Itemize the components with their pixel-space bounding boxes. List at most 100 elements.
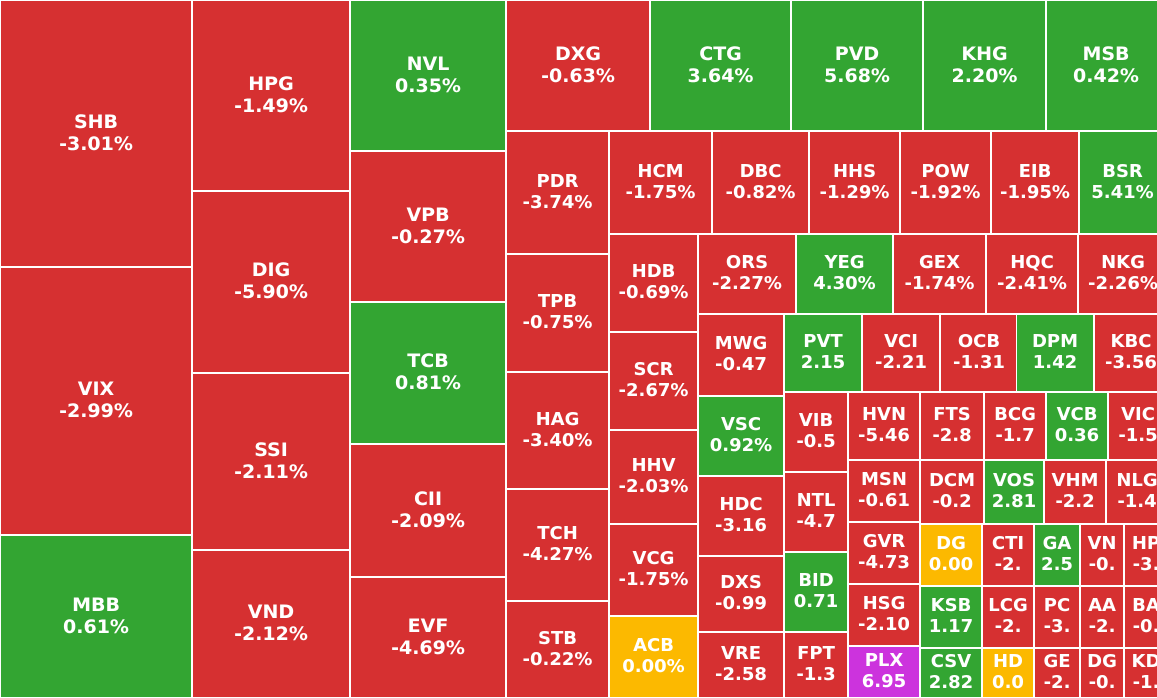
stock-tile-hdc[interactable]: HDC -3.16 xyxy=(698,476,784,556)
stock-tile-khg[interactable]: KHG 2.20% xyxy=(923,0,1046,131)
stock-change: 0.71 xyxy=(793,591,839,612)
stock-tile-msb[interactable]: MSB 0.42% xyxy=(1046,0,1157,131)
stock-tile-nvl[interactable]: NVL 0.35% xyxy=(350,0,506,151)
stock-tile-vpb[interactable]: VPB -0.27% xyxy=(350,151,506,302)
stock-tile-vcg[interactable]: VCG -1.75% xyxy=(609,524,698,616)
stock-tile-hhv[interactable]: HHV -2.03% xyxy=(609,430,698,524)
stock-tile-yeg[interactable]: YEG 4.30% xyxy=(796,234,893,314)
stock-tile-dcm[interactable]: DCM -0.2 xyxy=(920,460,984,524)
stock-tile-vix[interactable]: VIX -2.99% xyxy=(0,267,192,535)
stock-tile-hd[interactable]: HD 0.0 xyxy=(982,648,1034,698)
stock-tile-cii[interactable]: CII -2.09% xyxy=(350,444,506,577)
stock-tile-vnd[interactable]: VND -2.12% xyxy=(192,550,350,698)
stock-change: -0.2 xyxy=(932,491,972,512)
stock-ticker: FTS xyxy=(933,404,971,426)
stock-tile-kd[interactable]: KD-1. xyxy=(1124,648,1157,698)
stock-tile-ge[interactable]: GE -2. xyxy=(1034,648,1080,698)
stock-tile-tch[interactable]: TCH -4.27% xyxy=(506,489,609,601)
stock-tile-ga[interactable]: GA 2.5 xyxy=(1034,524,1080,586)
stock-tile-nlg[interactable]: NLG -1.4 xyxy=(1106,460,1157,524)
stock-change: 2.5 xyxy=(1041,554,1073,575)
stock-tile-scr[interactable]: SCR -2.67% xyxy=(609,332,698,430)
stock-change: -2.58 xyxy=(715,664,767,685)
stock-tile-vhm[interactable]: VHM -2.2 xyxy=(1044,460,1106,524)
stock-tile-pvd[interactable]: PVD 5.68% xyxy=(791,0,923,131)
stock-tile-ba[interactable]: BA-0. xyxy=(1124,586,1157,648)
stock-tile-stb[interactable]: STB -0.22% xyxy=(506,601,609,698)
stock-tile-tcb[interactable]: TCB 0.81% xyxy=(350,302,506,444)
stock-tile-mwg[interactable]: MWG -0.47 xyxy=(698,314,784,396)
stock-ticker: PDR xyxy=(536,170,579,192)
stock-tile-gvr[interactable]: GVR -4.73 xyxy=(848,522,920,584)
stock-tile-evf[interactable]: EVF -4.69% xyxy=(350,577,506,698)
stock-ticker: CII xyxy=(413,487,443,510)
stock-tile-ctg[interactable]: CTG 3.64% xyxy=(650,0,791,131)
stock-tile-ocb[interactable]: OCB -1.31 xyxy=(940,314,1018,392)
stock-tile-acb[interactable]: ACB 0.00% xyxy=(609,616,698,698)
stock-tile-dg[interactable]: DG -0. xyxy=(1080,648,1124,698)
stock-tile-hsg[interactable]: HSG -2.10 xyxy=(848,584,920,646)
stock-change: -0.82% xyxy=(725,181,796,203)
stock-tile-hpg[interactable]: HPG -1.49% xyxy=(192,0,350,191)
stock-tile-ors[interactable]: ORS -2.27% xyxy=(698,234,796,314)
stock-tile-vic[interactable]: VIC -1.5 xyxy=(1108,392,1157,460)
stock-tile-plx[interactable]: PLX 6.95 xyxy=(848,646,920,698)
stock-ticker: DG xyxy=(936,533,966,555)
stock-tile-bcg[interactable]: BCG -1.7 xyxy=(984,392,1046,460)
stock-tile-bid[interactable]: BID 0.71 xyxy=(784,552,848,632)
stock-tile-pow[interactable]: POW -1.92% xyxy=(900,131,991,234)
stock-change: -3.74% xyxy=(522,191,593,213)
stock-tile-ssi[interactable]: SSI -2.11% xyxy=(192,373,350,550)
stock-tile-hvn[interactable]: HVN -5.46 xyxy=(848,392,920,460)
stock-tile-vib[interactable]: VIB -0.5 xyxy=(784,392,848,472)
stock-ticker: HHS xyxy=(832,160,877,182)
stock-tile-hhs[interactable]: HHS -1.29% xyxy=(809,131,900,234)
stock-tile-dig[interactable]: DIG -5.90% xyxy=(192,191,350,373)
stock-tile-hp[interactable]: HP-3. xyxy=(1124,524,1157,586)
stock-tile-hdb[interactable]: HDB -0.69% xyxy=(609,234,698,332)
stock-tile-pvt[interactable]: PVT 2.15 xyxy=(784,314,862,392)
stock-tile-msn[interactable]: MSN -0.61 xyxy=(848,460,920,522)
stock-tile-kbc[interactable]: KBC -3.56 xyxy=(1094,314,1157,392)
stock-tile-dg[interactable]: DG 0.00 xyxy=(920,524,982,586)
stock-tile-dxs[interactable]: DXS -0.99 xyxy=(698,556,784,632)
stock-tile-vre[interactable]: VRE -2.58 xyxy=(698,632,784,698)
stock-tile-ntl[interactable]: NTL -4.7 xyxy=(784,472,848,552)
stock-change: 5.41% xyxy=(1091,181,1154,203)
stock-tile-cti[interactable]: CTI -2. xyxy=(982,524,1034,586)
stock-change: -2.2 xyxy=(1055,491,1095,512)
stock-tile-shb[interactable]: SHB -3.01% xyxy=(0,0,192,267)
stock-tile-vn[interactable]: VN -0. xyxy=(1080,524,1124,586)
stock-tile-pdr[interactable]: PDR -3.74% xyxy=(506,131,609,254)
stock-tile-gex[interactable]: GEX -1.74% xyxy=(893,234,986,314)
stock-tile-dpm[interactable]: DPM 1.42 xyxy=(1016,314,1094,392)
stock-tile-dbc[interactable]: DBC -0.82% xyxy=(712,131,809,234)
stock-tile-vsc[interactable]: VSC 0.92% xyxy=(698,396,784,476)
stock-tile-vcb[interactable]: VCB 0.36 xyxy=(1046,392,1108,460)
stock-tile-aa[interactable]: AA -2. xyxy=(1080,586,1124,648)
stock-ticker: POW xyxy=(921,160,970,182)
stock-ticker: PVT xyxy=(803,331,843,353)
stock-tile-pc[interactable]: PC -3. xyxy=(1034,586,1080,648)
stock-change: -5.90% xyxy=(234,281,308,303)
stock-tile-fpt[interactable]: FPT -1.3 xyxy=(784,632,848,698)
stock-tile-tpb[interactable]: TPB -0.75% xyxy=(506,254,609,372)
stock-change: -0.5 xyxy=(796,431,836,452)
stock-tile-fts[interactable]: FTS -2.8 xyxy=(920,392,984,460)
stock-tile-eib[interactable]: EIB -1.95% xyxy=(991,131,1079,234)
stock-ticker: SHB xyxy=(73,110,119,133)
stock-tile-mbb[interactable]: MBB 0.61% xyxy=(0,535,192,698)
stock-tile-hcm[interactable]: HCM -1.75% xyxy=(609,131,712,234)
stock-tile-vci[interactable]: VCI -2.21 xyxy=(862,314,940,392)
stock-tile-bsr[interactable]: BSR 5.41% xyxy=(1079,131,1157,234)
stock-tile-hag[interactable]: HAG -3.40% xyxy=(506,372,609,489)
stock-tile-ksb[interactable]: KSB 1.17 xyxy=(920,586,982,648)
stock-tile-lcg[interactable]: LCG -2. xyxy=(982,586,1034,648)
stock-tile-nkg[interactable]: NKG -2.26% xyxy=(1078,234,1157,314)
stock-tile-csv[interactable]: CSV 2.82 xyxy=(920,648,982,698)
stock-tile-vos[interactable]: VOS 2.81 xyxy=(984,460,1044,524)
stock-change: 4.30% xyxy=(813,273,876,294)
stock-tile-dxg[interactable]: DXG -0.63% xyxy=(506,0,650,131)
stock-tile-hqc[interactable]: HQC -2.41% xyxy=(986,234,1078,314)
